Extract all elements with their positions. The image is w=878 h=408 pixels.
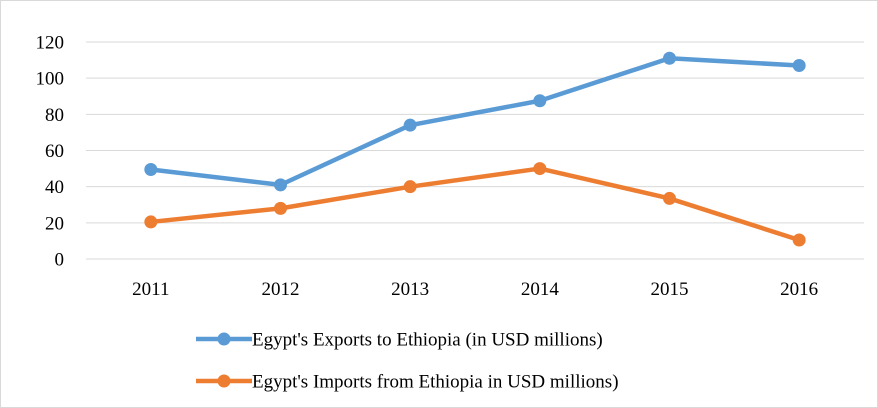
data-point <box>144 215 158 229</box>
y-tick-label: 0 <box>55 250 65 271</box>
legend-item: Egypt's Exports to Ethiopia (in USD mill… <box>196 330 603 351</box>
y-tick-label: 100 <box>36 69 65 90</box>
legend-marker <box>217 332 231 346</box>
x-tick-label: 2015 <box>651 279 689 300</box>
y-tick-label: 120 <box>36 33 65 54</box>
x-tick-label: 2014 <box>521 279 560 300</box>
data-point <box>663 191 676 205</box>
data-point <box>144 162 158 176</box>
data-point <box>792 59 806 73</box>
x-axis-tick-labels: 2011 2012 2013 2014 2015 2016 <box>132 279 818 300</box>
data-point <box>533 162 547 176</box>
data-point <box>274 178 287 192</box>
legend-marker <box>217 374 231 388</box>
series-layer <box>144 51 806 247</box>
legend: Egypt's Exports to Ethiopia (in USD mill… <box>196 330 619 393</box>
legend-item: Egypt's Imports from Ethiopia in USD mil… <box>196 372 619 393</box>
y-tick-label: 80 <box>45 105 64 126</box>
y-tick-label: 40 <box>45 177 64 198</box>
gridlines <box>86 41 864 260</box>
data-point <box>533 94 547 108</box>
data-point <box>792 233 806 247</box>
y-tick-label: 60 <box>45 141 64 162</box>
series-line <box>148 56 802 188</box>
x-tick-label: 2011 <box>132 279 169 300</box>
series-exports <box>144 51 806 192</box>
x-tick-label: 2012 <box>262 279 300 300</box>
series-line <box>148 166 802 243</box>
data-point <box>663 51 676 65</box>
x-tick-label: 2013 <box>391 279 429 300</box>
series-imports <box>144 162 806 247</box>
data-point <box>403 118 417 132</box>
legend-label: Egypt's Exports to Ethiopia (in USD mill… <box>252 330 603 351</box>
y-tick-label: 20 <box>45 213 64 234</box>
y-axis-tick-labels: 0 20 40 60 80 100 120 <box>36 33 65 271</box>
x-tick-label: 2016 <box>780 279 818 300</box>
data-point <box>403 180 417 194</box>
data-point <box>274 201 287 215</box>
legend-label: Egypt's Imports from Ethiopia in USD mil… <box>252 372 619 393</box>
